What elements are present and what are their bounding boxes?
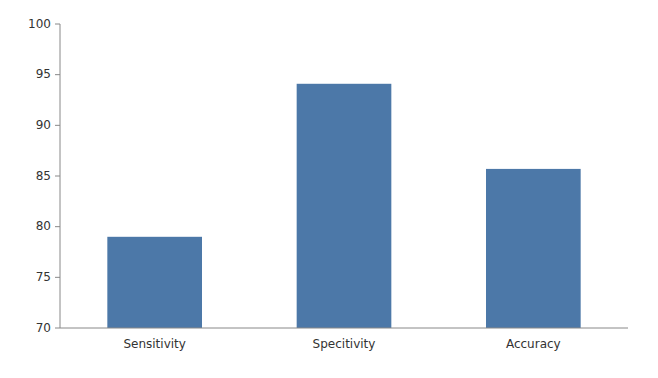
y-tick (55, 226, 60, 227)
y-tick (55, 24, 60, 25)
chart-container: 70 75 80 85 90 95 100 Sensitivity Specitivity Acc… (0, 0, 658, 378)
y-tick-label: 70 (36, 321, 51, 335)
chart-svg: 70 75 80 85 90 95 100 Sensitivity Specitivity Acc… (0, 0, 658, 378)
x-axis: Sensitivity Specitivity Accuracy (123, 337, 560, 351)
y-tick-label: 85 (36, 169, 51, 183)
y-tick (55, 277, 60, 278)
y-tick (55, 328, 60, 329)
y-tick (55, 74, 60, 75)
x-tick-label: Accuracy (506, 337, 561, 351)
y-axis-line (60, 24, 61, 328)
y-tick-label: 80 (36, 219, 51, 233)
y-axis: 70 75 80 85 90 95 100 (28, 17, 60, 335)
y-tick-label: 95 (36, 67, 51, 81)
y-tick-label: 100 (28, 17, 51, 31)
bar (486, 169, 581, 328)
x-tick-label: Sensitivity (123, 337, 185, 351)
x-axis-line (60, 328, 628, 329)
y-tick-label: 90 (36, 118, 51, 132)
y-tick (55, 125, 60, 126)
bar (107, 237, 202, 328)
bars (107, 84, 580, 328)
y-tick-label: 75 (36, 270, 51, 284)
y-tick (55, 176, 60, 177)
bar (297, 84, 392, 328)
x-tick-label: Specitivity (313, 337, 376, 351)
